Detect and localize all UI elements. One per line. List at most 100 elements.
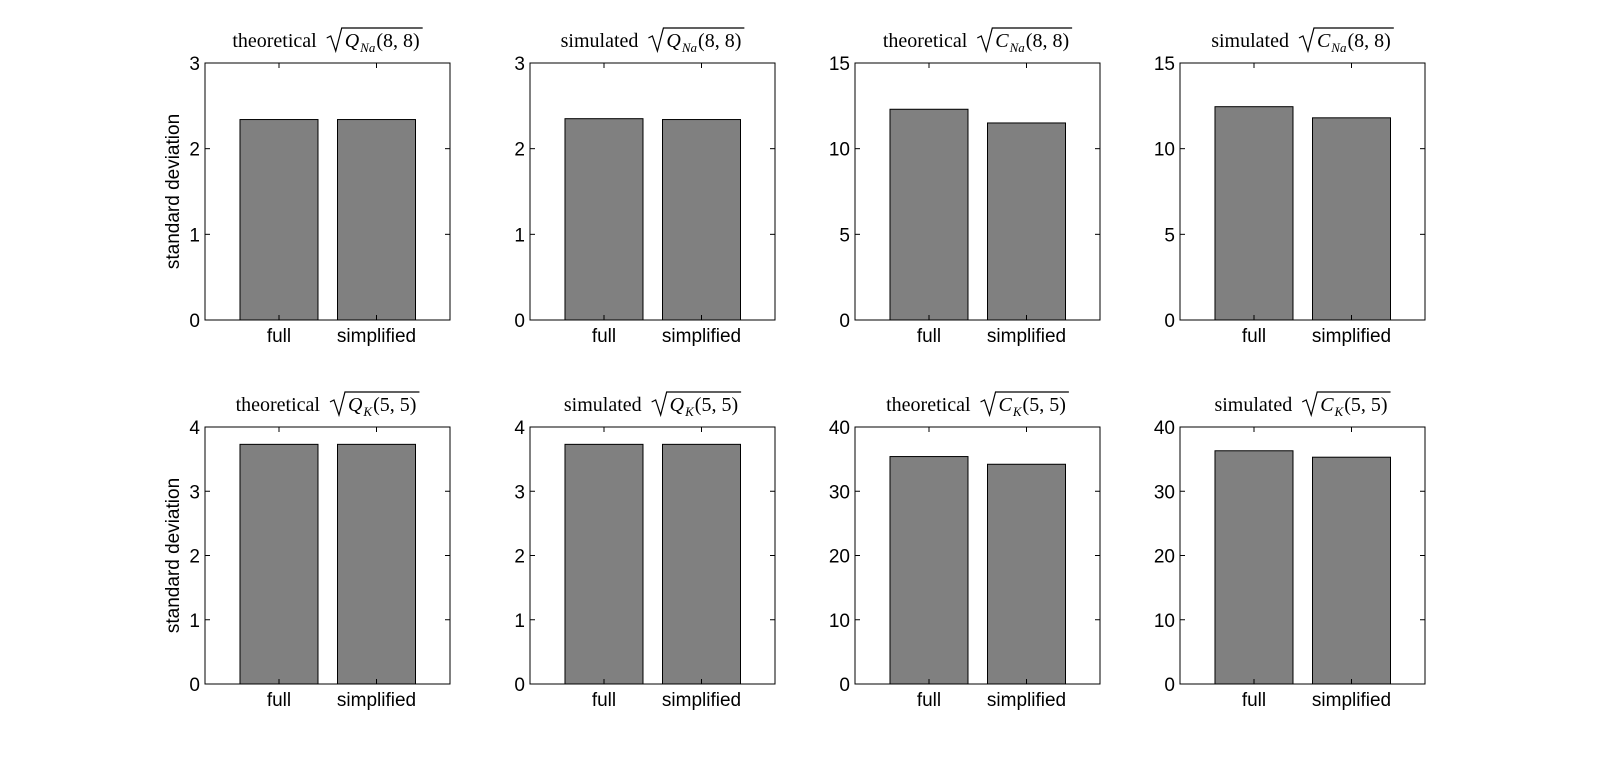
sqrt-radical <box>1298 27 1394 54</box>
bar-full <box>564 443 644 685</box>
subplot-1: full simplified 0 1 2 3 standard deviation theo… <box>163 27 451 347</box>
y-tick-label: 0 <box>514 311 525 332</box>
title-word: simulated <box>561 30 639 52</box>
title-word: simulated <box>564 394 642 416</box>
x-tick-label: simplified <box>1312 690 1391 711</box>
subplot-title: simulated C K (5, 5) <box>1214 391 1391 419</box>
title-word: theoretical <box>883 30 968 52</box>
y-tick-label: 20 <box>829 547 850 568</box>
subplot-title: simulated Q K (5, 5) <box>564 391 742 419</box>
x-tick-label: full <box>1242 690 1266 711</box>
y-tick-label: 15 <box>1154 54 1175 75</box>
title-subscript: K <box>1334 404 1345 419</box>
subplot-3: full simplified 0 5 10 15 theoretical C Na (8, 8) <box>829 27 1101 347</box>
bar-full <box>564 118 644 321</box>
y-tick-label: 2 <box>514 140 525 161</box>
sqrt-radical <box>980 391 1069 418</box>
title-args: (8, 8) <box>1347 30 1390 52</box>
y-tick-label: 5 <box>1164 225 1175 246</box>
bar-simplified <box>1312 117 1391 321</box>
x-tick-label: simplified <box>1312 326 1391 347</box>
y-tick-label: 1 <box>514 611 525 632</box>
x-tick-label: full <box>917 326 941 347</box>
subplot-4: full simplified 0 5 10 15 simulated C Na (8, 8) <box>1154 27 1426 347</box>
x-tick-label: full <box>917 690 941 711</box>
axes-box <box>529 62 776 321</box>
title-subscript: K <box>684 404 695 419</box>
x-tick-label: simplified <box>987 690 1066 711</box>
title-letter: Q <box>666 30 681 52</box>
y-tick-label: 1 <box>189 611 200 632</box>
axes-box <box>854 62 1101 321</box>
bar-simplified <box>337 119 416 321</box>
y-tick-label: 3 <box>514 54 525 75</box>
y-axis-label: standard deviation <box>163 478 184 633</box>
y-tick-label: 10 <box>829 140 850 161</box>
sqrt-radical <box>329 391 420 418</box>
subplot-title: theoretical Q Na (8, 8) <box>232 27 423 55</box>
y-tick-label: 1 <box>189 225 200 246</box>
bar-simplified <box>987 463 1066 685</box>
title-letter: C <box>995 30 1009 52</box>
sqrt-radical <box>977 27 1073 54</box>
sqrt-radical <box>326 27 423 54</box>
title-word: simulated <box>1211 30 1289 52</box>
y-tick-label: 0 <box>839 311 850 332</box>
y-tick-label: 3 <box>189 482 200 503</box>
x-tick-label: simplified <box>662 326 741 347</box>
subplot-title: simulated C Na (8, 8) <box>1211 27 1394 55</box>
y-tick-label: 0 <box>839 675 850 696</box>
bar-simplified <box>337 443 416 685</box>
title-word: theoretical <box>236 394 321 416</box>
y-tick-label: 3 <box>189 54 200 75</box>
y-tick-label: 15 <box>829 54 850 75</box>
sqrt-radical <box>648 27 745 54</box>
bar-full <box>239 119 319 321</box>
y-tick-label: 3 <box>514 482 525 503</box>
x-tick-label: full <box>267 326 291 347</box>
bar-full <box>889 456 969 685</box>
subplot-5: full simplified 0 1 2 3 4 standard deviation the… <box>163 391 451 711</box>
bar-simplified <box>987 122 1066 321</box>
y-tick-label: 30 <box>829 482 850 503</box>
y-tick-label: 0 <box>189 311 200 332</box>
title-letter: C <box>999 394 1013 416</box>
axes-box <box>204 62 451 321</box>
title-subscript: Na <box>1009 40 1026 55</box>
x-tick-label: full <box>592 690 616 711</box>
y-tick-label: 10 <box>1154 611 1175 632</box>
subplot-title: theoretical Q K (5, 5) <box>236 391 420 419</box>
title-subscript: Na <box>1330 40 1347 55</box>
sqrt-radical <box>651 391 742 418</box>
x-tick-label: simplified <box>662 690 741 711</box>
title-subscript: Na <box>681 40 698 55</box>
title-args: (5, 5) <box>1023 394 1066 416</box>
title-subscript: K <box>362 404 373 419</box>
title-args: (8, 8) <box>1026 30 1069 52</box>
title-letter: Q <box>345 30 360 52</box>
y-tick-label: 0 <box>514 675 525 696</box>
subplot-title: theoretical C K (5, 5) <box>886 391 1069 419</box>
y-tick-label: 40 <box>829 418 850 439</box>
subplot-title: simulated Q Na (8, 8) <box>561 27 745 55</box>
bar-simplified <box>662 443 741 685</box>
y-tick-label: 2 <box>514 547 525 568</box>
y-tick-label: 5 <box>839 225 850 246</box>
y-tick-label: 2 <box>189 140 200 161</box>
y-tick-label: 20 <box>1154 547 1175 568</box>
sqrt-radical <box>1301 391 1391 418</box>
title-word: theoretical <box>886 394 971 416</box>
x-tick-label: simplified <box>337 690 416 711</box>
y-tick-label: 0 <box>1164 311 1175 332</box>
title-args: (5, 5) <box>373 394 416 416</box>
subplot-2: full simplified 0 1 2 3 simulated Q Na (8, 8) <box>514 27 776 347</box>
y-tick-label: 1 <box>514 225 525 246</box>
title-args: (8, 8) <box>376 30 419 52</box>
subplot-7: full simplified 0 10 20 30 40 theoretical C K (5, … <box>829 391 1101 711</box>
y-tick-label: 4 <box>514 418 525 439</box>
title-letter: Q <box>348 394 363 416</box>
title-args: (5, 5) <box>1344 394 1387 416</box>
x-tick-label: full <box>267 690 291 711</box>
title-letter: C <box>1320 394 1334 416</box>
title-word: simulated <box>1214 394 1292 416</box>
